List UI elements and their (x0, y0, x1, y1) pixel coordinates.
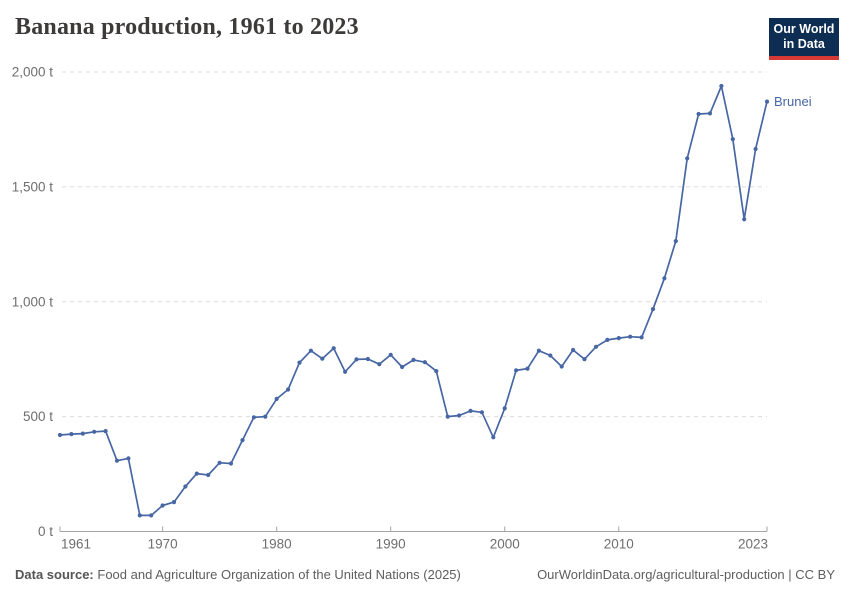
data-point[interactable] (730, 137, 735, 142)
data-point[interactable] (228, 461, 234, 466)
x-tick-label: 2000 (490, 537, 520, 552)
data-point[interactable] (320, 356, 325, 361)
page-title: Banana production, 1961 to 2023 (15, 14, 359, 40)
y-tick-label: 500 t (23, 409, 53, 424)
data-point[interactable] (559, 364, 564, 369)
data-point[interactable] (377, 362, 382, 367)
data-point[interactable] (274, 396, 279, 401)
data-point[interactable] (491, 435, 496, 440)
chart-footer: Data source: Food and Agriculture Organi… (15, 567, 835, 584)
series-label[interactable]: Brunei (774, 94, 812, 109)
x-tick-label: 1990 (376, 537, 406, 552)
data-point[interactable] (582, 357, 587, 362)
owid-logo-line1: Our World (773, 22, 835, 36)
data-source-text: Food and Agriculture Organization of the… (97, 567, 461, 582)
data-point[interactable] (650, 307, 656, 312)
data-point[interactable] (639, 335, 644, 340)
data-point[interactable] (92, 429, 97, 434)
data-point[interactable] (457, 413, 462, 418)
data-point[interactable] (240, 438, 245, 443)
data-point[interactable] (354, 357, 359, 362)
data-point[interactable] (365, 356, 370, 362)
x-tick-label: 2023 (738, 537, 768, 552)
y-tick-label: 0 t (38, 524, 53, 539)
data-point[interactable] (571, 347, 576, 353)
data-point[interactable] (525, 366, 530, 371)
data-point[interactable] (616, 336, 621, 341)
data-point[interactable] (411, 357, 416, 362)
data-point[interactable] (160, 503, 165, 508)
data-point[interactable] (673, 239, 678, 244)
owid-logo-line2: in Data (783, 37, 825, 52)
data-point[interactable] (171, 500, 177, 505)
data-point[interactable] (593, 344, 599, 349)
data-point[interactable] (263, 414, 268, 419)
data-point[interactable] (479, 410, 484, 415)
data-point[interactable] (217, 460, 222, 465)
data-point[interactable] (308, 348, 313, 353)
data-point[interactable] (114, 458, 120, 463)
data-point[interactable] (103, 429, 108, 434)
x-tick-label: 1961 (61, 537, 91, 552)
data-point[interactable] (434, 369, 439, 374)
data-point[interactable] (422, 360, 427, 365)
data-point[interactable] (707, 111, 713, 116)
data-point[interactable] (753, 146, 758, 152)
data-point[interactable] (696, 111, 701, 117)
data-point[interactable] (764, 99, 770, 104)
data-point[interactable] (80, 431, 85, 436)
data-point[interactable] (286, 387, 291, 392)
data-point[interactable] (548, 353, 553, 358)
data-point[interactable] (331, 346, 336, 351)
data-point[interactable] (400, 364, 405, 370)
data-point[interactable] (251, 415, 256, 420)
data-point[interactable] (742, 217, 747, 222)
data-point[interactable] (536, 348, 542, 353)
data-point[interactable] (149, 513, 154, 518)
data-point[interactable] (445, 414, 450, 419)
data-point[interactable] (343, 369, 348, 374)
data-point[interactable] (137, 513, 142, 518)
y-tick-label: 2,000 t (12, 65, 54, 80)
data-point[interactable] (719, 83, 724, 89)
data-point[interactable] (69, 432, 74, 437)
data-point[interactable] (502, 406, 507, 411)
data-point[interactable] (388, 352, 393, 357)
data-point[interactable] (183, 484, 188, 489)
data-source-label: Data source: (15, 567, 94, 582)
y-tick-label: 1,000 t (12, 294, 54, 309)
data-point[interactable] (662, 276, 667, 281)
y-tick-label: 1,500 t (12, 179, 54, 194)
x-tick-label: 2010 (604, 537, 634, 552)
x-tick-label: 1980 (262, 537, 292, 552)
data-point[interactable] (57, 432, 63, 438)
data-point[interactable] (194, 471, 199, 476)
series-line (59, 85, 768, 517)
data-source-note: Data source: Food and Agriculture Organi… (15, 567, 461, 584)
data-point[interactable] (514, 368, 519, 373)
x-tick-label: 1970 (148, 537, 178, 552)
data-point[interactable] (628, 334, 633, 339)
owid-logo[interactable]: Our World in Data (769, 18, 839, 60)
data-point[interactable] (685, 156, 690, 161)
data-point[interactable] (126, 456, 131, 461)
data-point[interactable] (206, 472, 211, 478)
credit-link[interactable]: OurWorldinData.org/agricultural-producti… (537, 567, 835, 582)
data-point[interactable] (605, 337, 610, 342)
data-point[interactable] (297, 360, 302, 365)
data-point[interactable] (468, 408, 473, 413)
